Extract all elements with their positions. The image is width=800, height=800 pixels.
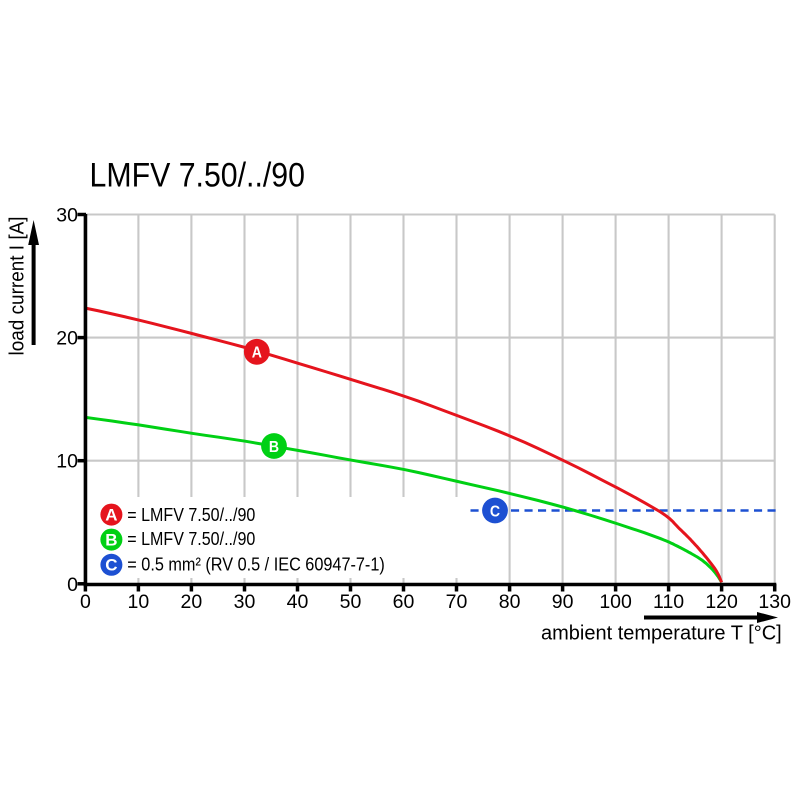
svg-text:20: 20	[56, 328, 78, 350]
svg-text:C: C	[105, 556, 117, 575]
svg-text:LMFV 7.50/../90: LMFV 7.50/../90	[90, 157, 306, 195]
svg-text:70: 70	[446, 591, 468, 613]
svg-text:90: 90	[552, 591, 574, 613]
svg-text:A: A	[105, 505, 117, 524]
svg-text:80: 80	[499, 591, 521, 613]
svg-text:10: 10	[56, 451, 78, 473]
svg-text:100: 100	[599, 591, 632, 613]
svg-text:110: 110	[653, 591, 684, 613]
svg-text:30: 30	[56, 205, 78, 227]
svg-text:= LMFV 7.50/../90: = LMFV 7.50/../90	[127, 504, 255, 525]
svg-text:B: B	[105, 530, 117, 549]
svg-text:ambient temperature T [°C]: ambient temperature T [°C]	[541, 622, 782, 644]
svg-text:130: 130	[758, 591, 791, 613]
svg-text:60: 60	[393, 591, 415, 613]
svg-text:40: 40	[287, 591, 309, 613]
svg-text:C: C	[490, 503, 501, 520]
svg-text:A: A	[252, 345, 263, 362]
svg-text:load current I [A]: load current I [A]	[6, 217, 28, 356]
svg-text:30: 30	[234, 591, 256, 613]
svg-text:= LMFV 7.50/../90: = LMFV 7.50/../90	[127, 528, 255, 549]
svg-text:0: 0	[67, 574, 78, 596]
svg-text:120: 120	[705, 591, 738, 613]
svg-text:50: 50	[340, 591, 362, 613]
svg-text:10: 10	[128, 591, 150, 613]
svg-text:20: 20	[181, 591, 203, 613]
svg-text:B: B	[269, 439, 279, 456]
svg-text:= 0.5 mm² (RV 0.5 / IEC 60947-: = 0.5 mm² (RV 0.5 / IEC 60947-7-1)	[127, 554, 385, 575]
svg-text:0: 0	[80, 591, 91, 613]
